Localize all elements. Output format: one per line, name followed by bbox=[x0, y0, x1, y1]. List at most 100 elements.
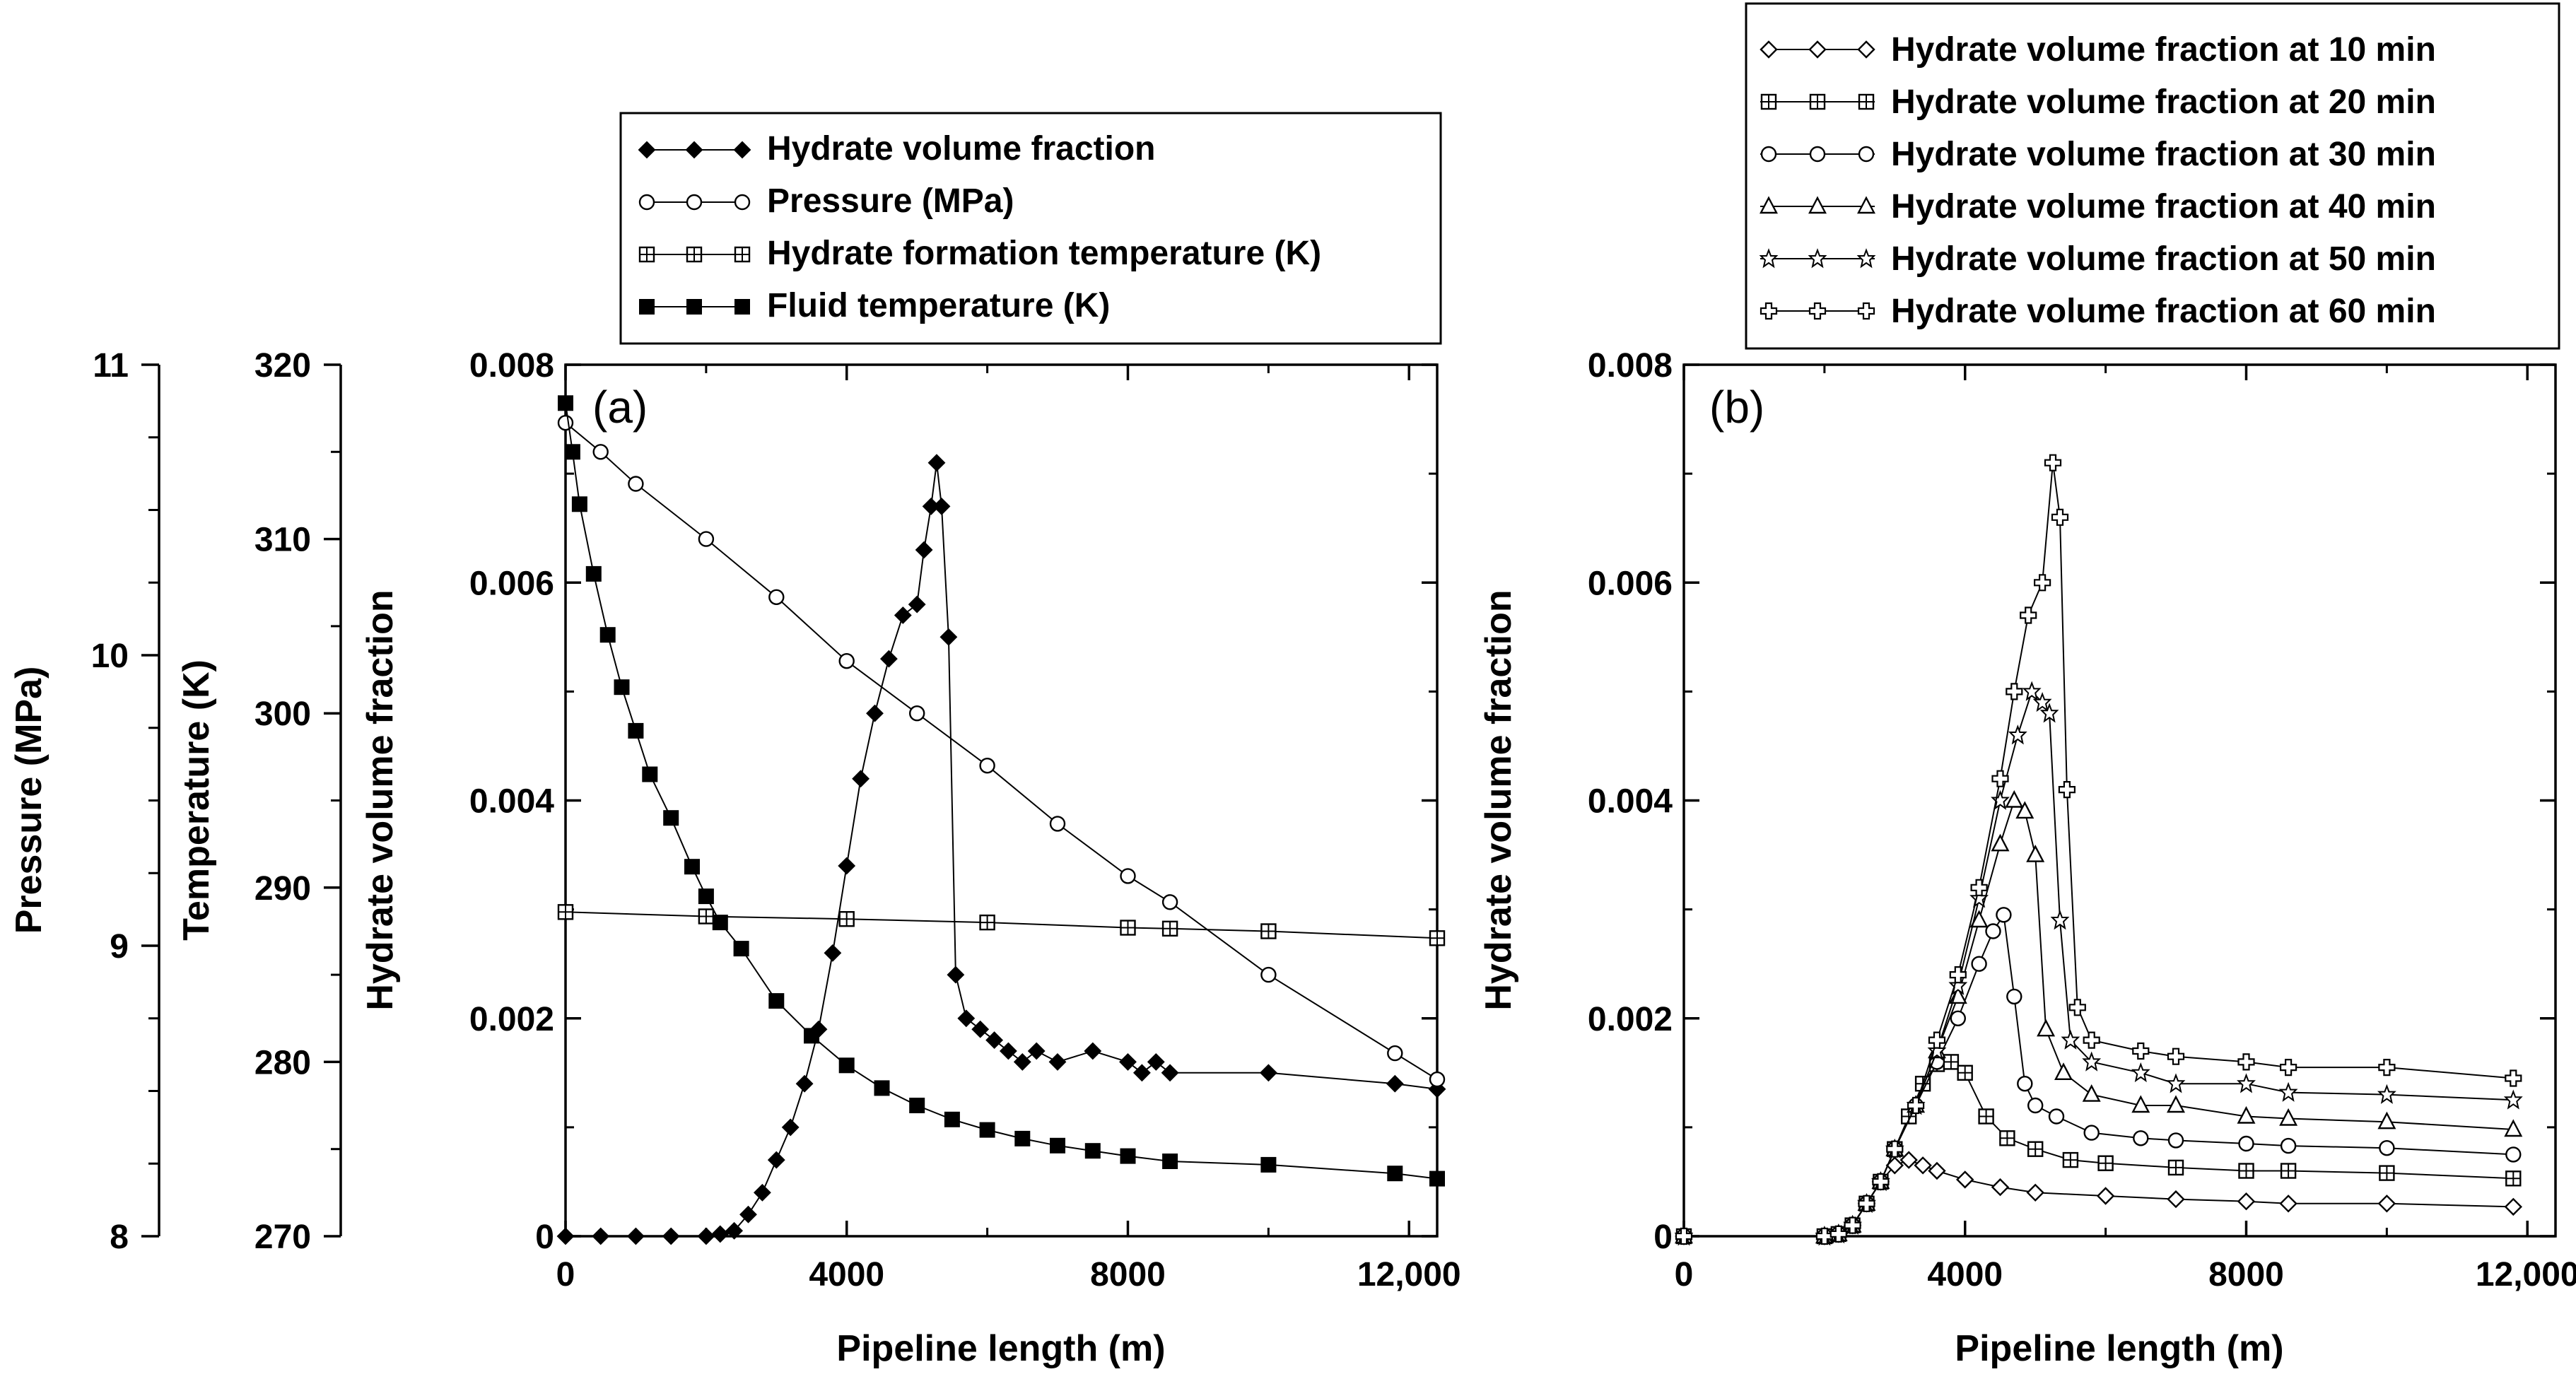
a-series-3-point bbox=[663, 810, 679, 826]
b-series-3-point bbox=[2505, 1120, 2522, 1137]
legend-a-label-0: Hydrate volume fraction bbox=[767, 130, 1155, 168]
b-ytick-label: 0.002 bbox=[1588, 1001, 1673, 1038]
a-series-2-point bbox=[979, 914, 995, 931]
a-ytick-label: 0.004 bbox=[469, 783, 554, 821]
a-series-0-point bbox=[796, 1075, 814, 1093]
ylabel-a: Hydrate volume fraction bbox=[360, 589, 401, 1010]
panel-label-b: (b) bbox=[1709, 382, 1764, 433]
a-series-2-line bbox=[565, 911, 1438, 939]
a-series-0-point bbox=[662, 1228, 680, 1245]
a-series-3-point bbox=[733, 941, 749, 957]
a-series-0-point bbox=[1133, 1064, 1151, 1081]
b-series-0-point bbox=[2237, 1192, 2255, 1210]
a-series-3-point bbox=[571, 496, 587, 512]
a-series-0-point bbox=[627, 1228, 645, 1245]
legend-a-item-3: Fluid temperature (K) bbox=[639, 287, 1110, 324]
a-series-0-point bbox=[1084, 1043, 1101, 1060]
a-series-3-point bbox=[642, 766, 658, 782]
b-series-1-point bbox=[2238, 1163, 2254, 1179]
b-series-2-point bbox=[2048, 1108, 2065, 1125]
b-series-2-point bbox=[2238, 1135, 2254, 1152]
a-series-1-point bbox=[1120, 868, 1136, 884]
b-series-0-point bbox=[1991, 1178, 2009, 1196]
legend-b-label-5: Hydrate volume fraction at 60 min bbox=[1891, 293, 2436, 330]
a-series-1-point bbox=[908, 705, 925, 722]
a-series-3-point bbox=[804, 1028, 819, 1044]
a-series-0-point bbox=[894, 606, 912, 624]
temperature-tick-label: 280 bbox=[254, 1044, 311, 1081]
legend-b-item-0: Hydrate volume fraction at 10 min bbox=[1760, 31, 2436, 69]
series-a bbox=[557, 395, 1446, 1245]
legend-b-items: Hydrate volume fraction at 10 min Hydrate… bbox=[1760, 31, 2436, 330]
b-series-3-point bbox=[2279, 1109, 2297, 1126]
a-series-0-line bbox=[566, 462, 1438, 1237]
a-series-1-point bbox=[979, 757, 995, 774]
a-series-3-point bbox=[585, 565, 602, 582]
temperature-tick-label: 320 bbox=[254, 347, 311, 385]
legend-b-marker-1 bbox=[1858, 93, 1875, 110]
b-series-5-point bbox=[2083, 1031, 2100, 1049]
b-series-2-point bbox=[2006, 988, 2022, 1005]
legend-b-marker-1 bbox=[1809, 93, 1826, 110]
b-series-2-point bbox=[2280, 1137, 2297, 1154]
panel-b: Hydrate volume fraction at 10 min Hydrate… bbox=[1478, 2, 2576, 1369]
plot-frame-a bbox=[564, 363, 1439, 1238]
b-series-2-point bbox=[2083, 1125, 2100, 1141]
b-series-2-point bbox=[2133, 1130, 2149, 1146]
a-series-2 bbox=[557, 904, 1446, 946]
legend-b-label-1: Hydrate volume fraction at 20 min bbox=[1891, 83, 2436, 121]
b-series-4-point bbox=[2378, 1085, 2396, 1103]
a-series-0-point bbox=[711, 1225, 729, 1243]
legend-b-marker-2 bbox=[1809, 146, 1826, 163]
a-series-2-point bbox=[1120, 920, 1136, 936]
a-series-1-point bbox=[1161, 894, 1178, 910]
a-series-0-point bbox=[866, 705, 884, 722]
a-series-0-point bbox=[1014, 1053, 1031, 1071]
b-series-0-point bbox=[2026, 1184, 2044, 1202]
a-series-0-point bbox=[1161, 1064, 1179, 1081]
b-series-3-point bbox=[2167, 1096, 2185, 1113]
a-series-0-point bbox=[824, 944, 841, 962]
a-series-0-point bbox=[1049, 1053, 1066, 1071]
legend-a-label-1: Pressure (MPa) bbox=[767, 182, 1014, 220]
legend-a-label-3: Fluid temperature (K) bbox=[767, 287, 1110, 324]
b-ytick-label: 0 bbox=[1653, 1219, 1673, 1256]
a-series-0-point bbox=[838, 857, 855, 874]
legend-b-label-4: Hydrate volume fraction at 50 min bbox=[1891, 240, 2436, 278]
legend-b-item-1: Hydrate volume fraction at 20 min bbox=[1760, 83, 2436, 121]
a-series-3-point bbox=[1050, 1137, 1065, 1154]
a-xtick-label: 8000 bbox=[1090, 1256, 1166, 1293]
b-series-0-point bbox=[1956, 1170, 1974, 1189]
b-series-2-point bbox=[2379, 1139, 2395, 1156]
a-series-3-point bbox=[1387, 1166, 1403, 1182]
a-series-0-point bbox=[971, 1021, 989, 1038]
b-series-3-point bbox=[2378, 1112, 2396, 1129]
b-xtick-label: 4000 bbox=[1927, 1256, 2003, 1293]
a-series-1-line bbox=[565, 422, 1438, 1080]
a-series-0-point bbox=[1028, 1043, 1046, 1060]
b-series-4-point bbox=[2280, 1083, 2297, 1101]
legend-b-marker-1 bbox=[1760, 93, 1777, 110]
b-series-1-point bbox=[2027, 1141, 2044, 1157]
a-series-1-point bbox=[838, 653, 855, 669]
a-series-1-point bbox=[1260, 966, 1277, 983]
a-series-1-point bbox=[1387, 1045, 1403, 1062]
b-ytick-label: 0.008 bbox=[1588, 347, 1673, 385]
a-series-1-point bbox=[698, 531, 715, 547]
legend-b-item-5: Hydrate volume fraction at 60 min bbox=[1760, 293, 2436, 330]
a-series-0-point bbox=[782, 1118, 800, 1136]
b-xtick-label: 12,000 bbox=[2476, 1256, 2576, 1293]
temperature-tick-label: 310 bbox=[254, 522, 311, 559]
temperature-tick-label: 290 bbox=[254, 870, 311, 908]
b-series-2-point bbox=[2017, 1075, 2033, 1092]
xlabel-a: Pipeline length (m) bbox=[836, 1328, 1165, 1369]
a-series-3-point bbox=[979, 1122, 995, 1138]
a-series-0-point bbox=[557, 1228, 574, 1245]
a-series-0-point bbox=[957, 1009, 975, 1027]
a-series-3-point bbox=[1120, 1148, 1136, 1164]
b-series-5-point bbox=[1991, 770, 2009, 787]
b-series-5-point bbox=[2280, 1058, 2297, 1076]
b-series-2-point bbox=[2505, 1146, 2522, 1163]
a-series-2-point bbox=[838, 910, 855, 927]
a-series-0-point bbox=[985, 1031, 1003, 1049]
